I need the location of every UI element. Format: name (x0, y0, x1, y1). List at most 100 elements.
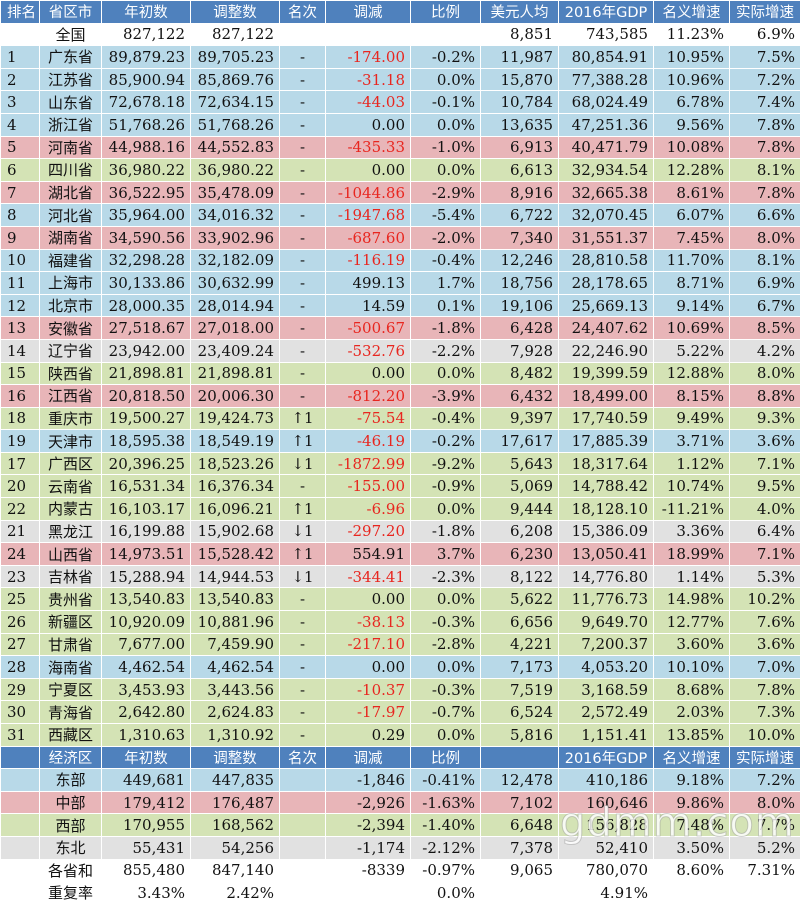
table-cell: 13,540.83 (102, 588, 191, 611)
province-name: 广东省 (40, 46, 102, 69)
table-cell: 0.0% (411, 362, 481, 385)
reduction-cell: -38.13 (326, 611, 411, 634)
province-name: 重庆市 (40, 407, 102, 430)
table-cell: 14,788.42 (559, 475, 654, 498)
rank-change: - (280, 678, 326, 701)
column-header: 年初数 (102, 746, 191, 769)
column-header: 名次 (280, 1, 326, 24)
column-header: 年初数 (102, 1, 191, 24)
table-cell (1, 814, 40, 837)
rank-cell: 26 (1, 611, 40, 634)
table-cell: -2.0% (411, 226, 481, 249)
table-cell: 14,776.80 (559, 565, 654, 588)
table-cell: 8.68% (654, 678, 730, 701)
rank-change: - (280, 475, 326, 498)
reduction-cell: 0.00 (326, 159, 411, 182)
table-cell: 7,459.90 (191, 633, 280, 656)
table-cell: 21,898.81 (191, 362, 280, 385)
table-cell (280, 791, 326, 814)
table-cell: 18,523.26 (191, 452, 280, 475)
table-cell: 16,199.88 (102, 520, 191, 543)
column-header: 2016年GDP (559, 746, 654, 769)
table-cell: 0.1% (411, 294, 481, 317)
table-cell: 10.2% (730, 588, 800, 611)
table-cell: 18,595.38 (102, 430, 191, 453)
table-cell: 7.3% (730, 701, 800, 724)
reduction-cell: 0.00 (326, 113, 411, 136)
province-name: 陕西省 (40, 362, 102, 385)
table-cell: 1.12% (654, 452, 730, 475)
table-cell: 30,632.99 (191, 272, 280, 295)
table-cell: 54,256 (191, 836, 280, 859)
table-cell: 11.70% (654, 249, 730, 272)
table-cell: 9,397 (481, 407, 559, 430)
table-cell: 19,424.73 (191, 407, 280, 430)
rank-cell: 29 (1, 678, 40, 701)
reduction-cell: -435.33 (326, 136, 411, 159)
reduction-cell: -75.54 (326, 407, 411, 430)
rank-change: - (280, 159, 326, 182)
table-cell: 72,678.18 (102, 91, 191, 114)
reduction-cell: -812.20 (326, 385, 411, 408)
column-header: 经济区 (40, 746, 102, 769)
table-cell: 12.77% (654, 611, 730, 634)
rank-cell: 28 (1, 656, 40, 679)
table-cell: 7.5% (730, 46, 800, 69)
province-name: 内蒙古 (40, 498, 102, 521)
province-name: 四川省 (40, 159, 102, 182)
table-cell: 6.7% (730, 294, 800, 317)
province-name: 天津市 (40, 430, 102, 453)
table-cell: 17,617 (481, 430, 559, 453)
province-name: 海南省 (40, 656, 102, 679)
reduction-cell: -10.37 (326, 678, 411, 701)
table-cell: 1,151.41 (559, 724, 654, 747)
table-cell: 0.0% (411, 724, 481, 747)
table-cell: 18,128.10 (559, 498, 654, 521)
rank-change: - (280, 272, 326, 295)
region-name: 重复率 (40, 882, 102, 905)
column-header: 名义增速 (654, 1, 730, 24)
reduction-cell: -46.19 (326, 430, 411, 453)
column-header: 2016年GDP (559, 1, 654, 24)
table-cell: 13.85% (654, 724, 730, 747)
reduction-cell: -31.18 (326, 68, 411, 91)
table-cell: 18,317.64 (559, 452, 654, 475)
table-cell: 27,018.00 (191, 317, 280, 340)
table-cell: 17,740.59 (559, 407, 654, 430)
table-cell: 36,980.22 (102, 159, 191, 182)
table-cell: 1.14% (654, 565, 730, 588)
province-name: 广西区 (40, 452, 102, 475)
province-name: 山西省 (40, 543, 102, 566)
rank-cell: 19 (1, 430, 40, 453)
table-cell: 6,208 (481, 520, 559, 543)
table-cell: 8.61% (654, 181, 730, 204)
table-cell: 15,288.94 (102, 565, 191, 588)
table-cell: 7.4% (730, 91, 800, 114)
table-cell: 32,934.54 (559, 159, 654, 182)
table-cell: 20,818.50 (102, 385, 191, 408)
table-cell: 72,634.15 (191, 91, 280, 114)
table-cell (280, 836, 326, 859)
table-cell: 10.95% (654, 46, 730, 69)
reduction-cell: -1872.99 (326, 452, 411, 475)
table-cell: -0.4% (411, 249, 481, 272)
table-cell: 3.36% (654, 520, 730, 543)
table-cell: 7,378 (481, 836, 559, 859)
table-cell: -0.3% (411, 678, 481, 701)
table-cell: 15,870 (481, 68, 559, 91)
column-header: 调减 (326, 746, 411, 769)
reduction-cell: -155.00 (326, 475, 411, 498)
table-cell (326, 882, 411, 905)
province-name: 河南省 (40, 136, 102, 159)
